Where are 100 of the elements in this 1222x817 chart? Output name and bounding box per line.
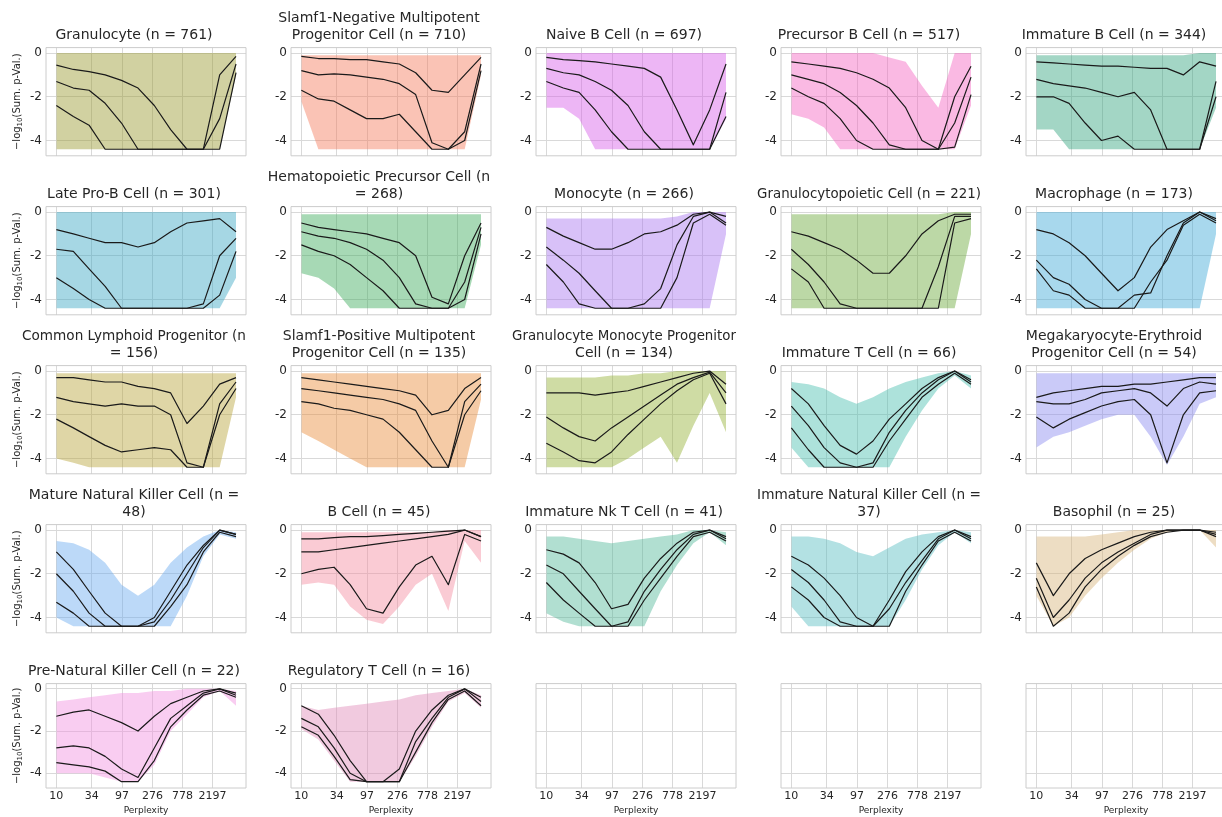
chart-title: Slamf1-Negative Multipotent Progenitor Cell (n = 710): [278, 9, 481, 42]
x-tick-label: 97: [1095, 789, 1110, 803]
x-tick-label: 34: [574, 789, 589, 803]
chart-title: B Cell (n = 45): [327, 502, 431, 519]
y-tick-label: -2: [1010, 247, 1022, 262]
x-tick-label: 34: [329, 789, 344, 803]
y-tick-label: 0: [34, 681, 42, 695]
y-tick-label: -4: [275, 291, 287, 306]
chart-title: Basophil (n = 25): [1052, 502, 1176, 519]
chart-title: Megakaryocyte-Erythroid Progenitor Cell (n = 54): [1025, 327, 1203, 360]
chart-title: Immature B Cell (n = 344): [1021, 25, 1207, 42]
y-tick-label: -2: [765, 247, 777, 262]
y-tick-label: -2: [275, 88, 287, 103]
x-tick-label: 97: [850, 789, 865, 803]
chart-title: Immature T Cell (n = 66): [781, 343, 957, 360]
x-tick-label: 97: [605, 789, 620, 803]
y-tick-label: -2: [1010, 406, 1022, 421]
y-tick-label: 0: [524, 363, 532, 378]
chart-title: Immature Natural Killer Cell (n = 37): [757, 485, 981, 519]
y-tick-label: -4: [275, 450, 287, 465]
chart-title: Granulocytopoietic Cell (n = 221): [757, 184, 981, 201]
y-tick-label: 0: [279, 45, 287, 60]
x-axis-title: Perplexity: [613, 804, 659, 815]
y-tick-label: 0: [524, 204, 532, 219]
x-tick-label: 97: [360, 789, 375, 803]
x-tick-label: 34: [819, 789, 834, 803]
chart-title: Pre-Natural Killer Cell (n = 22): [28, 661, 240, 678]
y-tick-label: 0: [34, 45, 42, 60]
x-tick-label: 276: [1121, 789, 1143, 803]
y-tick-label: 0: [1014, 204, 1022, 219]
y-tick-label: -4: [765, 609, 777, 624]
y-tick-label: -2: [520, 88, 532, 103]
y-tick-label: -2: [520, 406, 532, 421]
y-tick-label: 0: [1014, 45, 1022, 60]
y-tick-label: -4: [765, 450, 777, 465]
y-tick-label: -4: [1010, 132, 1022, 147]
y-tick-label: -2: [30, 406, 42, 421]
x-tick-label: 10: [1029, 789, 1044, 803]
y-tick-label: -2: [275, 565, 287, 580]
y-tick-label: -4: [275, 765, 287, 780]
y-tick-label: -4: [520, 132, 532, 147]
x-tick-label: 97: [115, 789, 130, 803]
y-tick-label: -4: [30, 765, 42, 780]
y-tick-label: 0: [769, 204, 777, 219]
y-tick-label: -4: [765, 132, 777, 147]
y-tick-label: -4: [30, 609, 42, 624]
x-tick-label: 34: [84, 789, 99, 803]
x-tick-label: 2197: [688, 789, 717, 803]
y-tick-label: -4: [30, 291, 42, 306]
y-tick-label: -2: [275, 406, 287, 421]
chart-title: Regulatory T Cell (n = 16): [287, 661, 471, 678]
y-tick-label: -4: [1010, 450, 1022, 465]
chart-title: Granulocyte Monocyte Progenitor Cell (n = 134): [512, 326, 737, 360]
x-tick-label: 778: [171, 789, 193, 803]
y-tick-label: 0: [279, 204, 287, 219]
y-tick-label: -4: [30, 450, 42, 465]
x-tick-label: 778: [1151, 789, 1173, 803]
x-tick-label: 2197: [443, 789, 472, 803]
y-tick-label: -2: [765, 88, 777, 103]
x-tick-label: 10: [784, 789, 799, 803]
chart-title: Macrophage (n = 173): [1035, 184, 1193, 201]
chart-title: Mature Natural Killer Cell (n = 48): [28, 486, 240, 519]
y-tick-label: 0: [1014, 363, 1022, 378]
y-tick-label: 0: [769, 363, 777, 378]
x-tick-label: 10: [294, 789, 309, 803]
y-tick-label: -4: [275, 132, 287, 147]
x-tick-label: 276: [631, 789, 653, 803]
y-tick-label: -2: [1010, 565, 1022, 580]
x-tick-label: 34: [1064, 789, 1079, 803]
x-tick-label: 2197: [198, 789, 227, 803]
x-axis-title: Perplexity: [368, 804, 414, 815]
chart-title: Late Pro-B Cell (n = 301): [47, 184, 221, 201]
y-tick-label: -2: [30, 723, 42, 738]
chart-title: Common Lymphoid Progenitor (n = 156): [22, 326, 246, 360]
y-tick-label: -2: [30, 88, 42, 103]
chart-title: Immature Nk T Cell (n = 41): [525, 502, 723, 519]
x-axis-title: Perplexity: [1103, 804, 1149, 815]
chart-title: Hematopoietic Precursor Cell (n = 268): [267, 168, 491, 201]
y-tick-label: -4: [1010, 291, 1022, 306]
y-tick-label: 0: [524, 522, 532, 537]
x-tick-label: 2197: [1178, 789, 1207, 803]
y-tick-label: -4: [520, 291, 532, 306]
y-tick-label: -2: [30, 565, 42, 580]
y-tick-label: -2: [30, 247, 42, 262]
y-tick-label: 0: [524, 45, 532, 60]
x-tick-label: 778: [416, 789, 438, 803]
chart-title: Granulocyte (n = 761): [55, 25, 213, 42]
y-tick-label: -4: [1010, 609, 1022, 624]
y-tick-label: 0: [279, 522, 287, 537]
chart-title: Slamf1-Positive Multipotent Progenitor Cell (n = 135): [282, 327, 476, 360]
y-tick-label: -4: [275, 609, 287, 624]
x-tick-label: 276: [386, 789, 408, 803]
chart-title: Naive B Cell (n = 697): [545, 25, 703, 42]
x-axis-title: Perplexity: [123, 804, 169, 815]
y-tick-label: 0: [34, 522, 42, 537]
x-axis-title: Perplexity: [858, 804, 904, 815]
y-tick-label: 0: [769, 45, 777, 60]
y-tick-label: -4: [30, 132, 42, 147]
y-tick-label: 0: [34, 363, 42, 378]
x-tick-label: 778: [906, 789, 928, 803]
